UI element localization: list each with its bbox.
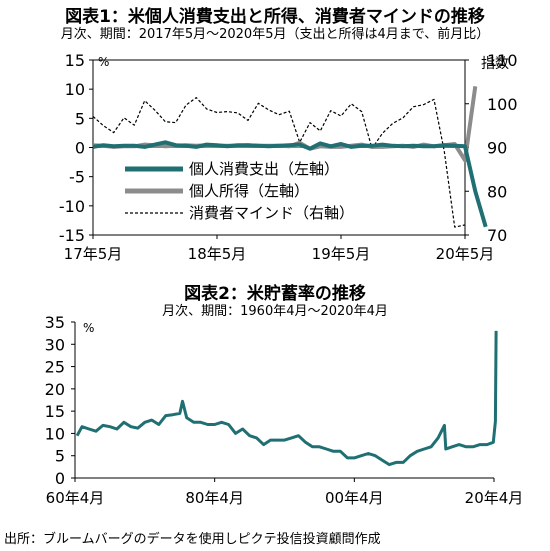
chart1-series-personal-income	[92, 86, 478, 163]
chart2-y-tick-label: 10	[45, 424, 65, 443]
chart2-x-tick-label: 60年4月	[46, 489, 105, 507]
chart2-y-tick-label: 20	[45, 380, 65, 399]
chart1-x-tick-label: 20年5月	[436, 245, 495, 263]
chart1-left-tick-label: 15	[65, 51, 85, 70]
chart1-left-tick-label: -15	[59, 226, 85, 245]
chart1-left-tick-label: -5	[69, 168, 85, 187]
chart1-left-unit: %	[98, 55, 109, 69]
chart1-left-tick-label: -10	[59, 197, 85, 216]
chart2-y-tick-label: 35	[45, 313, 65, 332]
chart2-x-tick-label: 80年4月	[185, 489, 244, 507]
chart2-y-tick-label: 25	[45, 358, 65, 377]
source-note: 出所：ブルームバーグのデータを使用しピクテ投信投資顧問作成	[4, 532, 381, 547]
chart1-title: 図表1：米個人消費支出と所得、消費者マインドの推移	[65, 7, 485, 27]
chart1-right-tick-label: 110	[487, 51, 518, 70]
chart1-left-tick-label: 5	[75, 109, 85, 128]
chart1-legend-label: 個人所得（左軸）	[189, 182, 309, 200]
chart1-x-tick-label: 19年5月	[312, 245, 371, 263]
chart2-y-tick-label: 5	[55, 447, 65, 466]
chart1-subtitle: 月次、期間：2017年5月～2020年5月（支出と所得は4月まで、前月比）	[60, 27, 490, 42]
chart1-right-tick-label: 70	[487, 226, 507, 245]
chart2-x-tick-label: 00年4月	[325, 489, 384, 507]
chart1-right-tick-label: 80	[487, 182, 507, 201]
chart1-left-tick-label: 0	[75, 139, 85, 158]
chart1-right-tick-label: 100	[487, 95, 518, 114]
chart1-series-consumer-spending	[92, 140, 488, 228]
chart1-right-tick-label: 90	[487, 139, 507, 158]
chart1-legend-label: 個人消費支出（左軸）	[189, 160, 339, 178]
chart1-right-unit: 指数	[481, 56, 509, 72]
chart2-y-tick-label: 15	[45, 402, 65, 421]
chart2-unit: %	[83, 321, 94, 335]
chart1-left-tick-label: 10	[65, 80, 85, 99]
chart1-series-consumer-sentiment	[92, 96, 466, 228]
chart2-series-saving-rate	[75, 330, 498, 467]
chart2-y-tick-label: 30	[45, 335, 65, 354]
chart2-x-tick-label: 20年4月	[465, 489, 524, 507]
chart1-x-tick-label: 17年5月	[64, 245, 123, 263]
chart1-x-tick-label: 18年5月	[188, 245, 247, 263]
chart2-subtitle: 月次、期間：1960年4月～2020年4月	[162, 304, 388, 319]
chart1-legend-label: 消費者マインド（右軸）	[189, 204, 354, 222]
chart2-y-tick-label: 0	[55, 469, 65, 488]
chart2-title: 図表2：米貯蓄率の推移	[184, 284, 366, 304]
